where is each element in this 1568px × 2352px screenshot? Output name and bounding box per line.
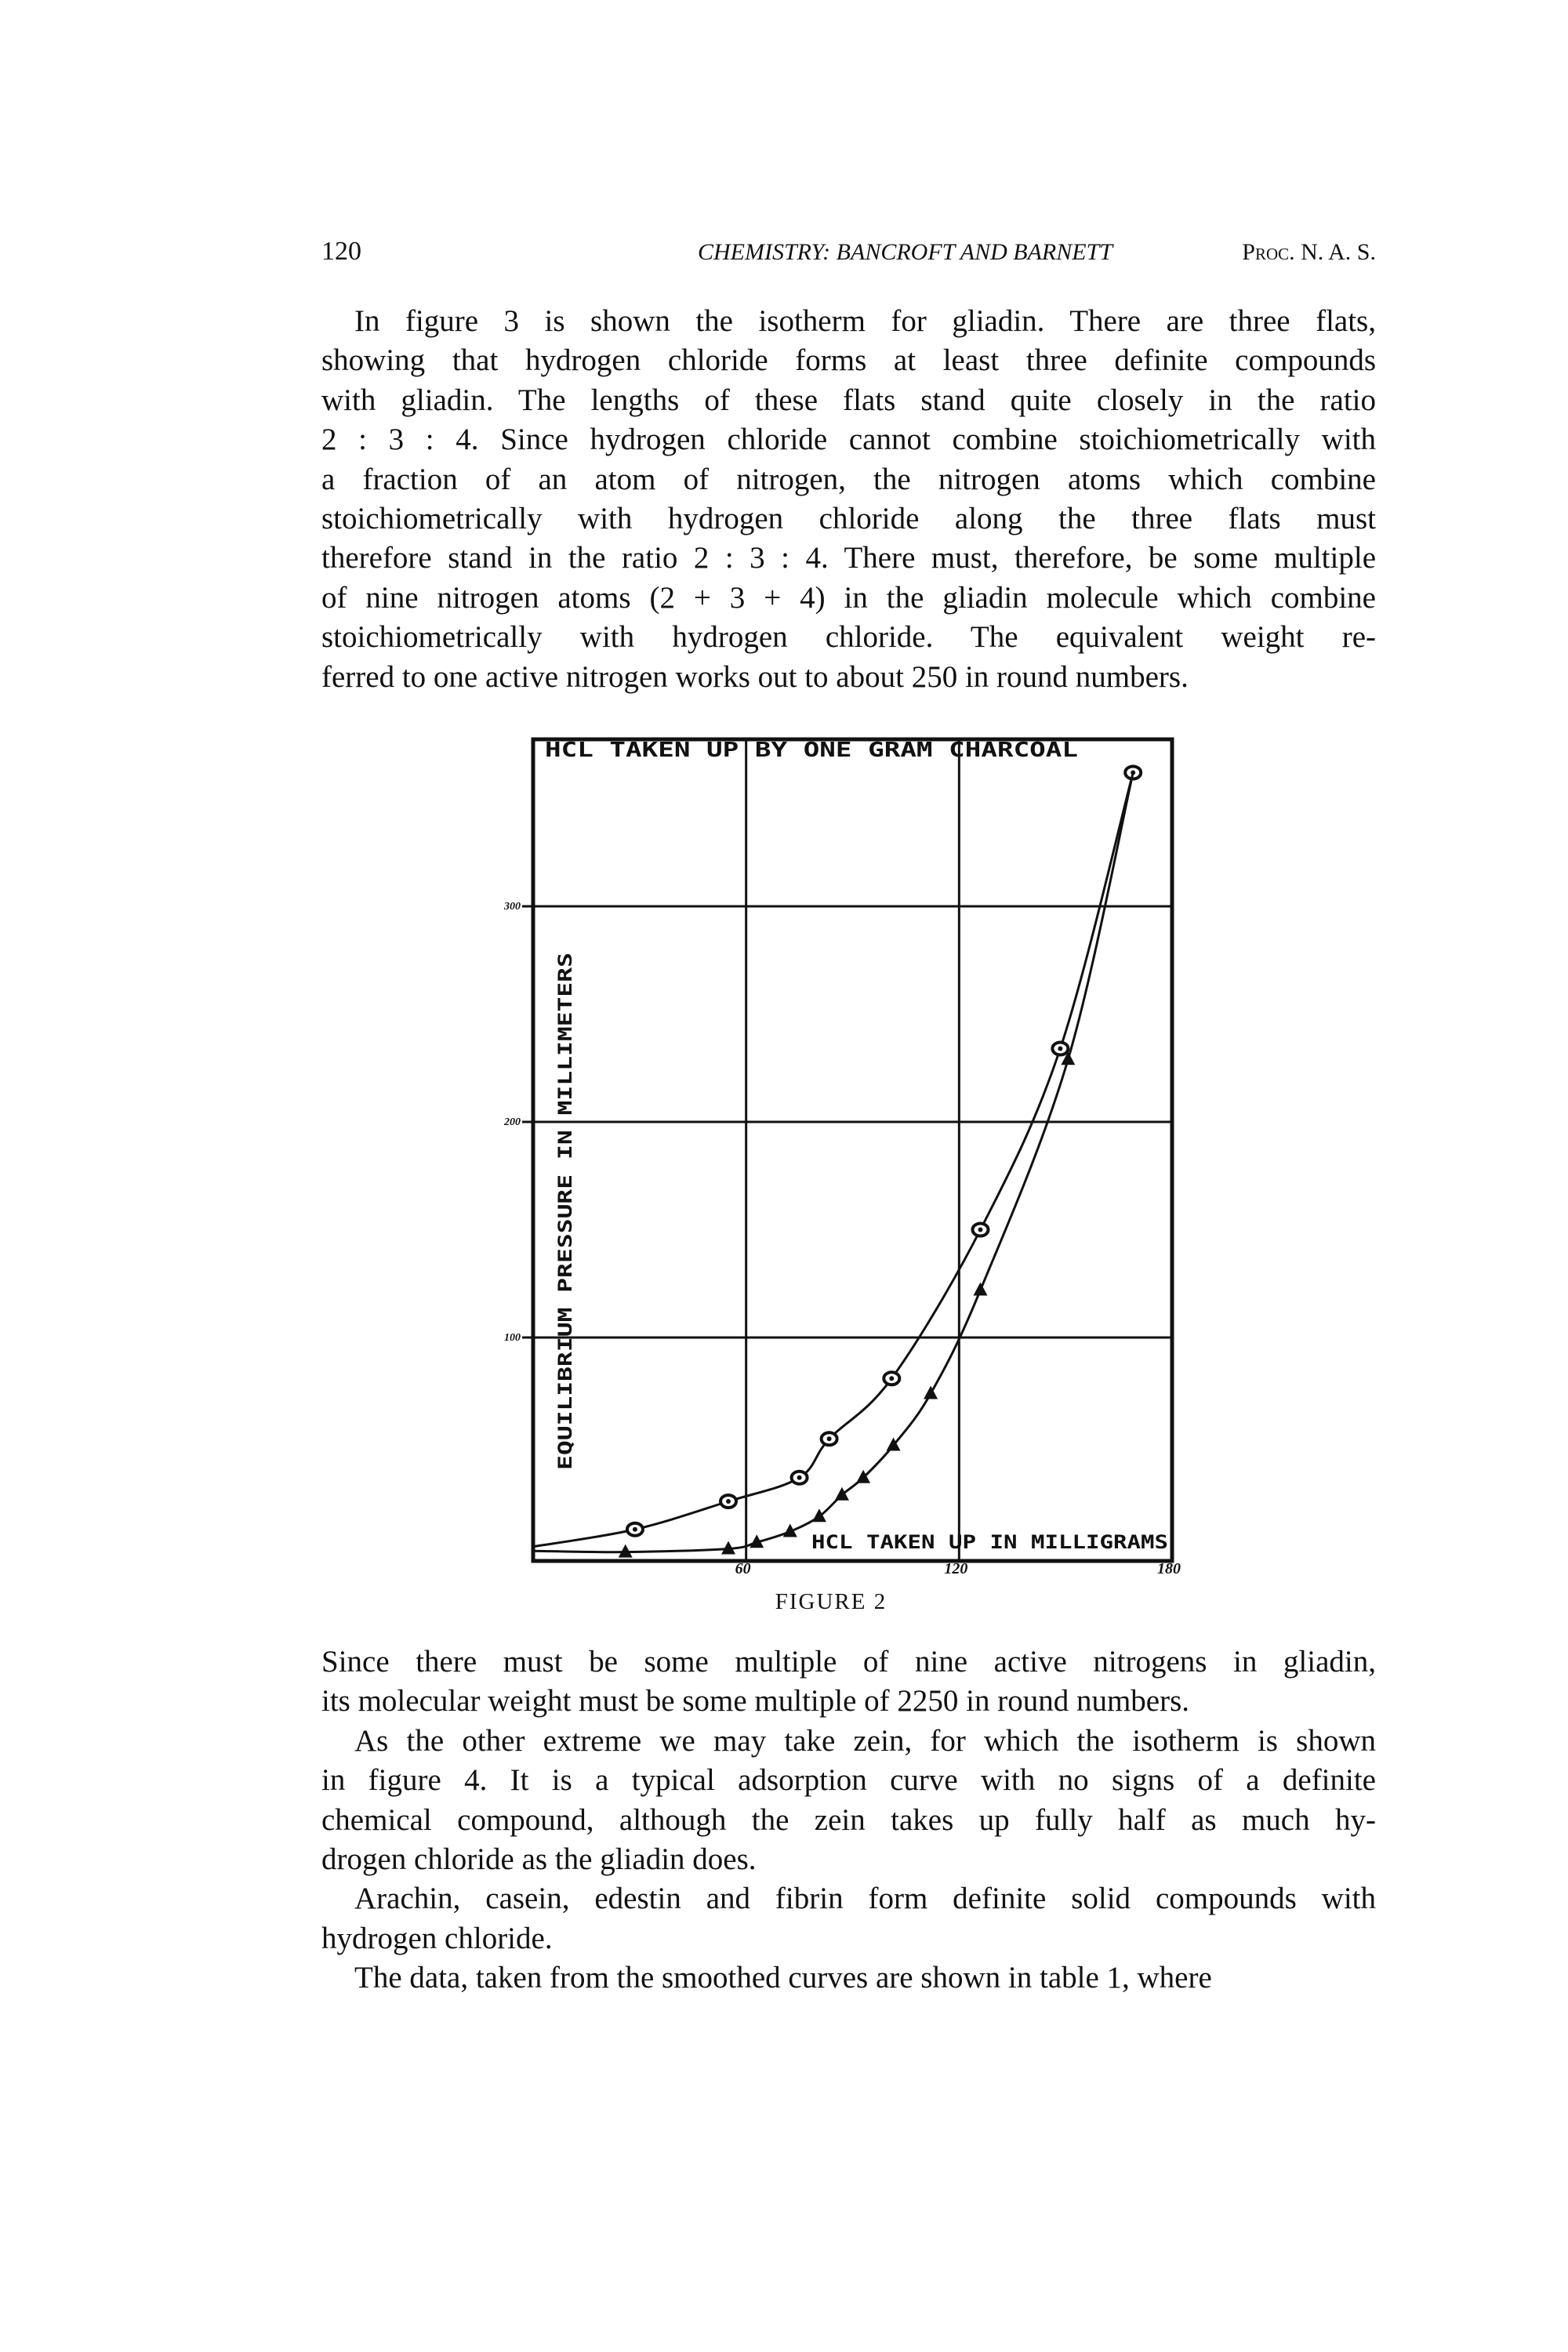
text-line: The data, taken from the smoothed curves… [354, 1961, 1212, 1995]
data-point-triangle [782, 1523, 797, 1537]
data-point-triangle [886, 1437, 901, 1451]
text-line: of nine nitrogen atoms (2 + 3 + 4) in th… [321, 580, 1376, 615]
figure-caption: FIGURE 2 [775, 1589, 887, 1614]
data-point-circle-center [1058, 1046, 1063, 1051]
text-line: therefore stand in the ratio 2 : 3 : 4. … [321, 541, 1376, 575]
x-tick-label: 180 [1157, 1560, 1181, 1577]
text-line: Arachin, casein, edestin and fibrin form… [354, 1882, 1376, 1916]
text-line: chemical compound, although the zein tak… [321, 1802, 1376, 1837]
y-tick-label: 200 [503, 1116, 521, 1128]
text-line: with gliadin. The lengths of these flats… [321, 383, 1376, 417]
data-point-circle-center [978, 1227, 983, 1232]
text-line: its molecular weight must be some multip… [321, 1684, 1190, 1719]
text-line: 2 : 3 : 4. Since hydrogen chloride canno… [321, 423, 1376, 457]
plot-frame [531, 737, 1174, 1563]
text-line: a fraction of an atom of nitrogen, the n… [321, 462, 1376, 496]
y-tick-label: 100 [504, 1332, 521, 1344]
data-point-triangle [973, 1282, 988, 1296]
x-tick-label: 60 [735, 1560, 751, 1577]
paragraph-molecular-weight: Since there must be some multiple of nin… [321, 1642, 1376, 1998]
text-line: drogen chloride as the gliadin does. [321, 1842, 757, 1876]
paragraph-gliadin: In figure 3 is shown the isotherm for gl… [321, 302, 1376, 697]
running-title: CHEMISTRY: BANCROFT AND BARNETT [698, 239, 1112, 265]
data-point-circle-center [826, 1436, 832, 1442]
data-point-triangle [1061, 1051, 1076, 1065]
data-point-triangle [856, 1469, 871, 1483]
series-line-circle [532, 772, 1134, 1548]
text-line: In figure 3 is shown the isotherm for gl… [354, 304, 1376, 338]
chart-title: HCL TAKEN UP BY ONE GRAM CHARCOAL [545, 739, 1078, 762]
data-point-triangle [618, 1544, 633, 1558]
y-tick-label: 300 [503, 901, 521, 913]
text-line: As the other extreme we may take zein, f… [354, 1723, 1376, 1758]
data-point-triangle [924, 1385, 938, 1399]
page-number: 120 [321, 237, 361, 266]
text-line: stoichiometrically with hydrogen chlorid… [321, 501, 1376, 535]
text-line: in figure 4. It is a typical adsorption … [321, 1763, 1376, 1798]
text-line: ferred to one active nitrogen works out … [321, 659, 1189, 694]
data-point-circle-center [632, 1526, 637, 1532]
figure-2-chart: 60 120 180 100 200 300 HCL TAKEN UP BY ONE GRA… [503, 737, 1181, 1577]
data-point-circle-center [889, 1376, 895, 1381]
data-point-circle-center [726, 1499, 731, 1504]
data-point-triangle [834, 1486, 849, 1501]
text-line: Since there must be some multiple of nin… [321, 1645, 1376, 1679]
y-axis-label: EQUILIBRIUM PRESSURE IN MILLIMETERS [554, 953, 576, 1470]
text-line: showing that hydrogen chloride forms at … [321, 343, 1376, 378]
data-point-triangle [750, 1534, 764, 1548]
text-line: stoichiometrically with hydrogen chlorid… [321, 620, 1376, 655]
x-axis-label: HCL TAKEN UP IN MILLIGRAMS [811, 1531, 1168, 1553]
journal-name: Proc. N. A. S. [1242, 239, 1376, 265]
data-point-triangle [811, 1508, 826, 1523]
data-point-circle-center [797, 1475, 802, 1480]
text-line: hydrogen chloride. [321, 1921, 553, 1955]
x-tick-label: 120 [944, 1560, 967, 1577]
data-point-triangle [721, 1541, 736, 1555]
